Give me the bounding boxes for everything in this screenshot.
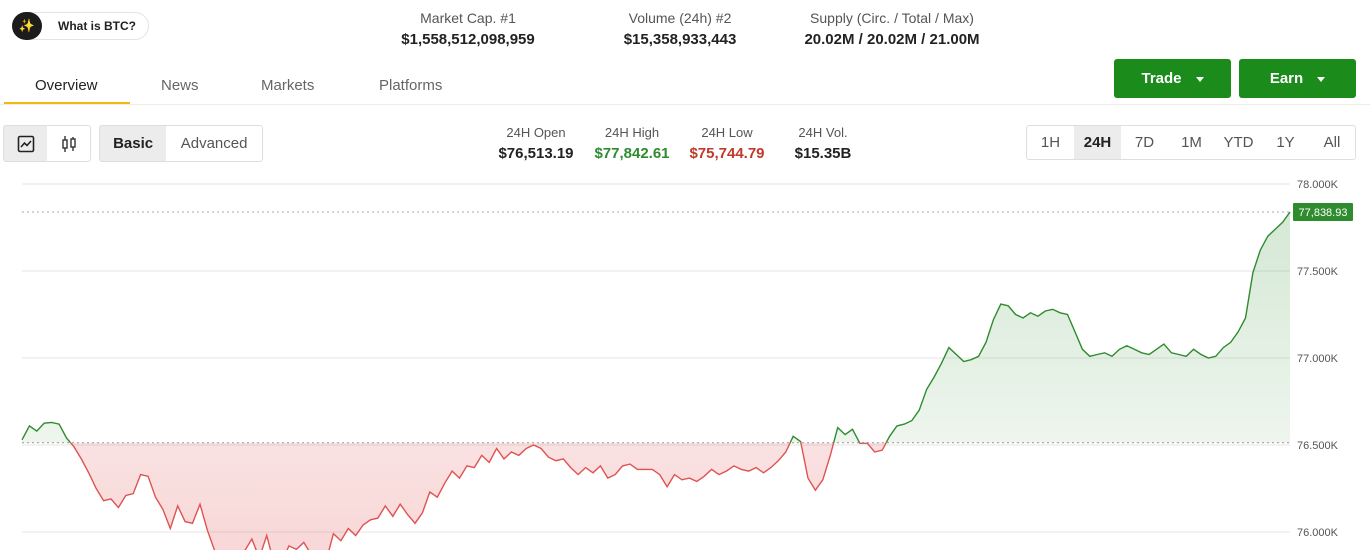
supply-label: Supply (Circ. / Total / Max) [810,10,974,26]
tab-overview[interactable]: Overview [35,77,98,94]
price-line-up [21,211,1291,443]
current-price-tag [1293,203,1353,222]
area-below-open [22,442,1290,550]
y-tick-label: 77.500K [1297,266,1339,278]
volume-24h-stat: 24H Vol. $15.35B [777,125,869,162]
what-is-btc-label: What is BTC? [58,19,136,33]
trade-button[interactable]: Trade [1114,59,1231,98]
earn-label: Earn [1269,70,1304,87]
range-24h-button[interactable]: 24H [1074,126,1121,159]
high-stat: 24H High $77,842.61 [586,125,678,162]
range-1m-button[interactable]: 1M [1181,134,1202,151]
market-cap-label: Market Cap. #1 [420,10,516,26]
high-value: $77,842.61 [594,145,670,162]
y-tick-label: 76.000K [1297,527,1339,539]
market-cap-stat: Market Cap. #1 $1,558,512,098,959 [368,10,568,48]
what-is-btc-button[interactable]: ✨ What is BTC? [12,12,149,40]
range-all-button[interactable]: All [1323,134,1341,151]
range-1h-button[interactable]: 1H [1040,134,1061,151]
trade-label: Trade [1141,70,1182,87]
range-ytd-button[interactable]: YTD [1223,134,1254,151]
range-7d-button[interactable]: 7D [1134,134,1155,151]
volume-value: $15,358,933,443 [623,31,737,48]
open-label: 24H Open [506,125,566,140]
y-tick-label: 77.000K [1297,353,1339,365]
open-value: $76,513.19 [498,145,574,162]
earn-button[interactable]: Earn [1239,59,1356,98]
low-stat: 24H Low $75,744.79 [681,125,773,162]
chevron-down-icon [1195,77,1204,82]
time-range-selector: 1H 24H 7D 1M YTD 1Y All [1026,125,1356,160]
volume-24h-label: 24H Vol. [798,125,848,140]
tab-markets[interactable]: Markets [261,77,315,94]
sparkle-icon: ✨ [12,12,42,40]
tab-platforms[interactable]: Platforms [379,77,443,94]
candlestick-button[interactable] [47,126,90,161]
low-label: 24H Low [701,125,753,140]
chart-type-toggle [3,125,91,162]
volume-label: Volume (24h) #2 [628,10,732,26]
high-label: 24H High [604,125,660,140]
volume-stat: Volume (24h) #2 $15,358,933,443 [580,10,780,48]
low-value: $75,744.79 [689,145,765,162]
price-chart[interactable]: 78.000K 77.500K 77.000K 76.500K 76.000K 77,83… [0,170,1370,550]
tab-news[interactable]: News [161,77,199,94]
advanced-view-button[interactable]: Advanced [180,135,248,152]
active-tab-indicator [4,102,130,104]
supply-value: 20.02M / 20.02M / 21.00M [804,31,980,48]
line-chart-icon [17,135,34,152]
basic-view-button[interactable]: Basic [100,126,167,161]
volume-24h-value: $15.35B [794,145,852,162]
area-above-open [22,212,1290,443]
current-price-label: 77,838.93 [1299,207,1348,219]
open-stat: 24H Open $76,513.19 [490,125,582,162]
line-chart-button[interactable] [4,126,47,161]
view-mode-toggle: Basic Advanced [99,125,263,162]
chevron-down-icon [1317,77,1326,82]
range-1y-button[interactable]: 1Y [1276,134,1295,151]
supply-stat: Supply (Circ. / Total / Max) 20.02M / 20… [772,10,1012,48]
tab-divider [0,104,1370,105]
market-cap-value: $1,558,512,098,959 [401,31,535,48]
y-tick-label: 76.500K [1297,440,1339,452]
y-tick-label: 78.000K [1297,179,1339,191]
candlestick-icon [61,135,76,152]
price-line-down [69,442,887,550]
